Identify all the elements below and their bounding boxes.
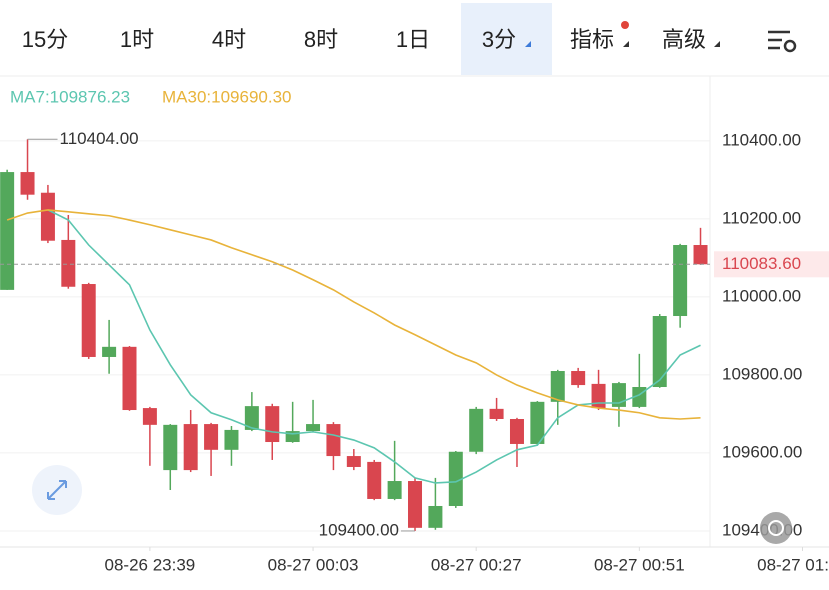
x-tick-label: 08-27 01:15: [757, 555, 829, 574]
candle-body: [122, 346, 137, 411]
candle-body: [428, 505, 443, 528]
ma-line: [47, 209, 701, 484]
selected-tab-bg: [461, 3, 552, 75]
candle-body: [530, 401, 545, 444]
candle-body: [448, 451, 463, 506]
current-price-bg: [714, 251, 829, 278]
candle-body: [142, 408, 157, 425]
tab[interactable]: 1日: [396, 27, 430, 52]
max-marker-label: 110404.00: [60, 129, 139, 148]
candle-body: [285, 431, 300, 443]
tab[interactable]: 4时: [212, 27, 246, 52]
tab-bar: 15分 1时 4时 8时 1日 3分 指标 高级: [22, 27, 706, 52]
x-tick-label: 08-27 00:03: [268, 555, 359, 574]
candle-body: [224, 429, 239, 450]
tab[interactable]: 15分: [22, 27, 68, 52]
current-price-label: 110083.60: [722, 254, 801, 273]
dropdown-arrow: [623, 41, 629, 47]
ma-line: [6, 209, 701, 420]
tab[interactable]: 1时: [120, 27, 154, 52]
legend-entry: MA30:109690.30: [162, 87, 292, 106]
candle-body: [40, 192, 55, 241]
candle-body: [306, 424, 321, 432]
x-tick-label: 08-27 00:27: [431, 555, 522, 574]
reset-button[interactable]: [760, 512, 792, 544]
candle-body: [183, 424, 198, 471]
candle-body: [591, 383, 606, 409]
y-tick-label: 109800.00: [722, 364, 802, 383]
y-tick-label: 110000.00: [722, 286, 801, 305]
candle-body: [81, 284, 96, 357]
tab[interactable]: 8时: [304, 27, 338, 52]
candle-body: [244, 406, 259, 430]
candle-body: [571, 371, 586, 386]
candle-body: [509, 418, 524, 444]
candle-body: [693, 245, 708, 265]
candle-body: [346, 456, 361, 467]
candle-body: [326, 424, 341, 457]
x-tick-label: 08-27 00:51: [594, 555, 685, 574]
candle-body: [20, 172, 35, 195]
candle-body: [102, 346, 117, 357]
y-tick-label: 110200.00: [722, 208, 801, 227]
y-tick-label: 110400.00: [722, 130, 801, 149]
candle-body: [163, 424, 178, 471]
tab[interactable]: 高级: [662, 27, 706, 52]
dropdown-arrow: [714, 41, 720, 47]
candle-body: [489, 408, 504, 419]
grid: [0, 140, 803, 551]
candle-body: [652, 316, 667, 388]
tab[interactable]: 3分: [482, 27, 516, 52]
candle-body: [408, 481, 423, 528]
candle-body: [387, 481, 402, 499]
notification-dot: [621, 21, 629, 29]
candle-body: [0, 172, 15, 290]
expand-button[interactable]: [32, 465, 82, 515]
y-tick-label: 109600.00: [722, 442, 802, 461]
candle-body: [265, 406, 280, 443]
tab[interactable]: 指标: [570, 27, 614, 52]
plot: [0, 138, 710, 532]
candle-body: [550, 371, 565, 402]
candle-body: [673, 245, 688, 317]
candle-body: [469, 408, 484, 452]
candle-body: [204, 424, 219, 450]
dropdown-arrow: [525, 41, 531, 47]
x-tick-label: 08-26 23:39: [105, 555, 196, 574]
settings-icon[interactable]: [768, 30, 797, 53]
candle-body: [61, 239, 76, 287]
candle-body: [367, 461, 382, 499]
min-marker-label: 109400.00: [319, 520, 399, 539]
legend-entry: MA7:109876.23: [10, 87, 130, 106]
